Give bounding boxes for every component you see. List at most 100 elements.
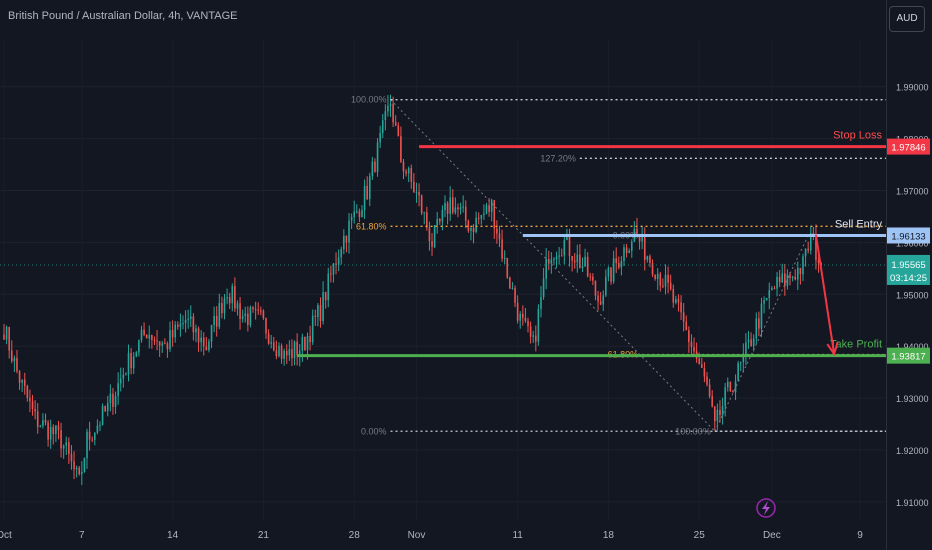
candle-body	[145, 334, 148, 339]
candle-body	[483, 213, 485, 215]
candle-body	[729, 381, 732, 391]
candle-body	[285, 350, 288, 356]
candle-body	[804, 248, 807, 257]
level-name: Take Profit	[830, 339, 882, 351]
candle-body	[630, 241, 633, 251]
candle-body	[410, 168, 413, 182]
candle-body	[332, 263, 335, 275]
y-tick-label: 1.91000	[896, 498, 929, 508]
candle-body	[202, 337, 205, 347]
candle-body	[532, 335, 535, 337]
chart-title: British Pound / Australian Dollar, 4h, V…	[8, 10, 238, 22]
currency-button[interactable]: AUD	[889, 6, 925, 32]
candle-body	[304, 336, 306, 350]
candle-body	[70, 454, 73, 462]
candle-body	[47, 422, 49, 440]
candle-body	[314, 315, 317, 318]
candle-body	[581, 266, 584, 268]
candle-body	[327, 273, 330, 301]
projection-arrowhead	[826, 342, 839, 357]
candle-body	[301, 336, 304, 351]
candle-body	[628, 250, 630, 254]
candle-body	[586, 256, 589, 277]
candle-body	[49, 426, 52, 440]
candle-body	[210, 325, 213, 342]
candle-body	[669, 282, 672, 289]
candle-body	[763, 300, 765, 304]
candle-body	[423, 212, 426, 214]
candle-body	[431, 241, 433, 247]
candle-body	[563, 239, 566, 256]
candle-body	[130, 352, 132, 369]
candle-body	[5, 326, 8, 340]
x-tick-label: Oct	[0, 530, 12, 541]
candle-body	[436, 218, 439, 226]
candle-body	[387, 105, 389, 112]
candle-body	[742, 354, 745, 363]
candle-body	[158, 341, 161, 346]
candle-body	[161, 343, 164, 346]
y-tick-label: 1.94000	[896, 342, 929, 352]
lightning-icon[interactable]	[756, 498, 776, 518]
level-price-tag	[887, 227, 930, 244]
candle-body	[223, 298, 226, 314]
candle-body	[784, 273, 786, 286]
candle-body	[402, 161, 405, 172]
candle-body	[10, 350, 13, 362]
candle-body	[522, 313, 524, 318]
candle-body	[682, 312, 685, 322]
candle-body	[620, 261, 623, 268]
candle-body	[262, 310, 265, 319]
candle-body	[109, 393, 112, 404]
candle-body	[571, 256, 573, 261]
candle-body	[379, 133, 381, 143]
candle-body	[649, 256, 651, 264]
y-tick-label: 1.95000	[896, 290, 929, 300]
candle-body	[218, 303, 221, 327]
x-tick-label: Dec	[763, 530, 781, 541]
candle-body	[589, 276, 592, 278]
candle-body	[607, 267, 610, 277]
candle-body	[703, 367, 706, 377]
candle-body	[675, 298, 677, 303]
candle-body	[257, 309, 260, 311]
candle-body	[560, 255, 563, 257]
candle-body	[122, 374, 125, 379]
candle-body	[802, 256, 804, 275]
candle-body	[516, 302, 519, 321]
candle-body	[156, 340, 158, 342]
candle-body	[747, 339, 750, 343]
candle-body	[755, 318, 758, 339]
candle-body	[215, 315, 218, 327]
candle-body	[566, 235, 568, 240]
candle-body	[101, 406, 104, 425]
candle-body	[368, 176, 371, 200]
candle-body	[197, 328, 200, 343]
candle-body	[91, 439, 94, 441]
x-tick-label: Nov	[408, 530, 426, 541]
candle-body	[345, 235, 348, 243]
y-tick-label: 1.93000	[896, 394, 929, 404]
candle-body	[433, 225, 436, 247]
candle-body	[187, 319, 189, 321]
candle-body	[807, 248, 809, 251]
candle-body	[200, 337, 202, 343]
candle-body	[376, 142, 379, 172]
fib-trendline	[714, 235, 809, 432]
candle-body	[726, 381, 729, 388]
current-price-label: 1.95565	[891, 260, 925, 271]
candle-body	[659, 273, 662, 286]
candle-body	[690, 341, 693, 348]
grid	[0, 40, 886, 520]
candle-body	[169, 330, 171, 350]
candle-body	[667, 274, 669, 283]
candle-body	[3, 334, 5, 340]
candle-body	[496, 228, 498, 234]
candle-body	[625, 247, 628, 254]
candle-body	[439, 218, 441, 222]
x-tick-label: 9	[857, 530, 863, 541]
candle-body	[688, 330, 690, 342]
candle-body	[355, 211, 358, 213]
x-tick-label: 7	[79, 530, 85, 541]
